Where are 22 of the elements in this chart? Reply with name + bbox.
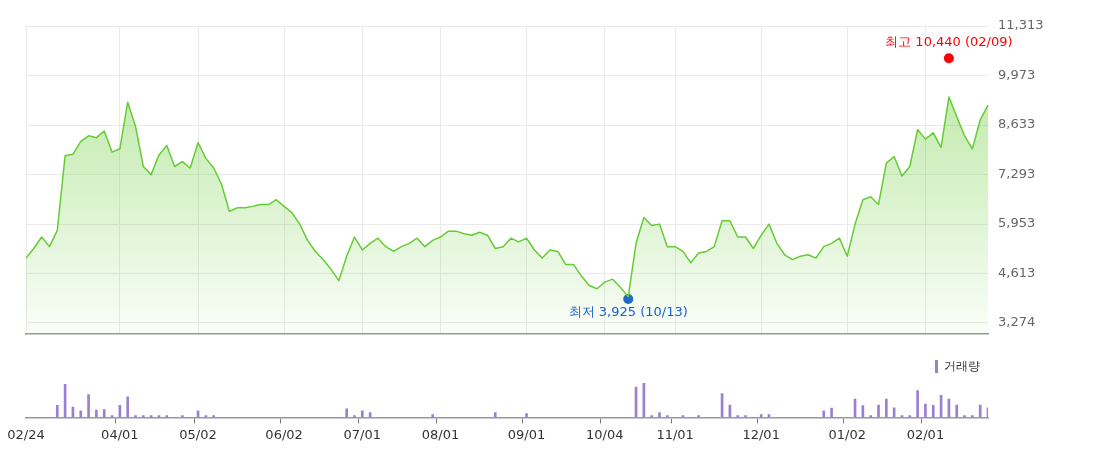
data-label: 최저 3,925 (10/13) — [568, 303, 688, 319]
y-tick-label: 3,274 — [998, 314, 1036, 330]
x-tick-label: 04/01 — [101, 426, 139, 442]
y-tick-label: 8,633 — [998, 116, 1036, 132]
x-tick-label: 09/01 — [507, 426, 546, 442]
x-tick-label: 08/01 — [421, 426, 460, 442]
x-tick-label: 11/01 — [656, 426, 694, 442]
x-tick-label: 07/01 — [343, 426, 382, 442]
y-tick-label: 5,953 — [998, 215, 1036, 231]
x-tick-label: 02/01 — [906, 426, 945, 442]
x-tick-label: 01/02 — [828, 426, 866, 442]
x-tick-label: 02/24 — [7, 426, 45, 442]
y-tick-label: 11,313 — [998, 17, 1044, 33]
x-tick-label: 05/02 — [179, 426, 217, 442]
x-tick-label: 10/04 — [586, 426, 624, 442]
x-tick-label: 06/02 — [265, 426, 303, 442]
data-label: 최고 10,440 (02/09) — [885, 34, 1013, 50]
y-tick-label: 9,973 — [998, 66, 1036, 82]
y-tick-label: 7,293 — [998, 165, 1036, 181]
x-tick-label: 12/01 — [742, 426, 780, 442]
legend-label: 거래량 — [944, 358, 980, 373]
y-tick-label: 4,613 — [998, 264, 1036, 280]
